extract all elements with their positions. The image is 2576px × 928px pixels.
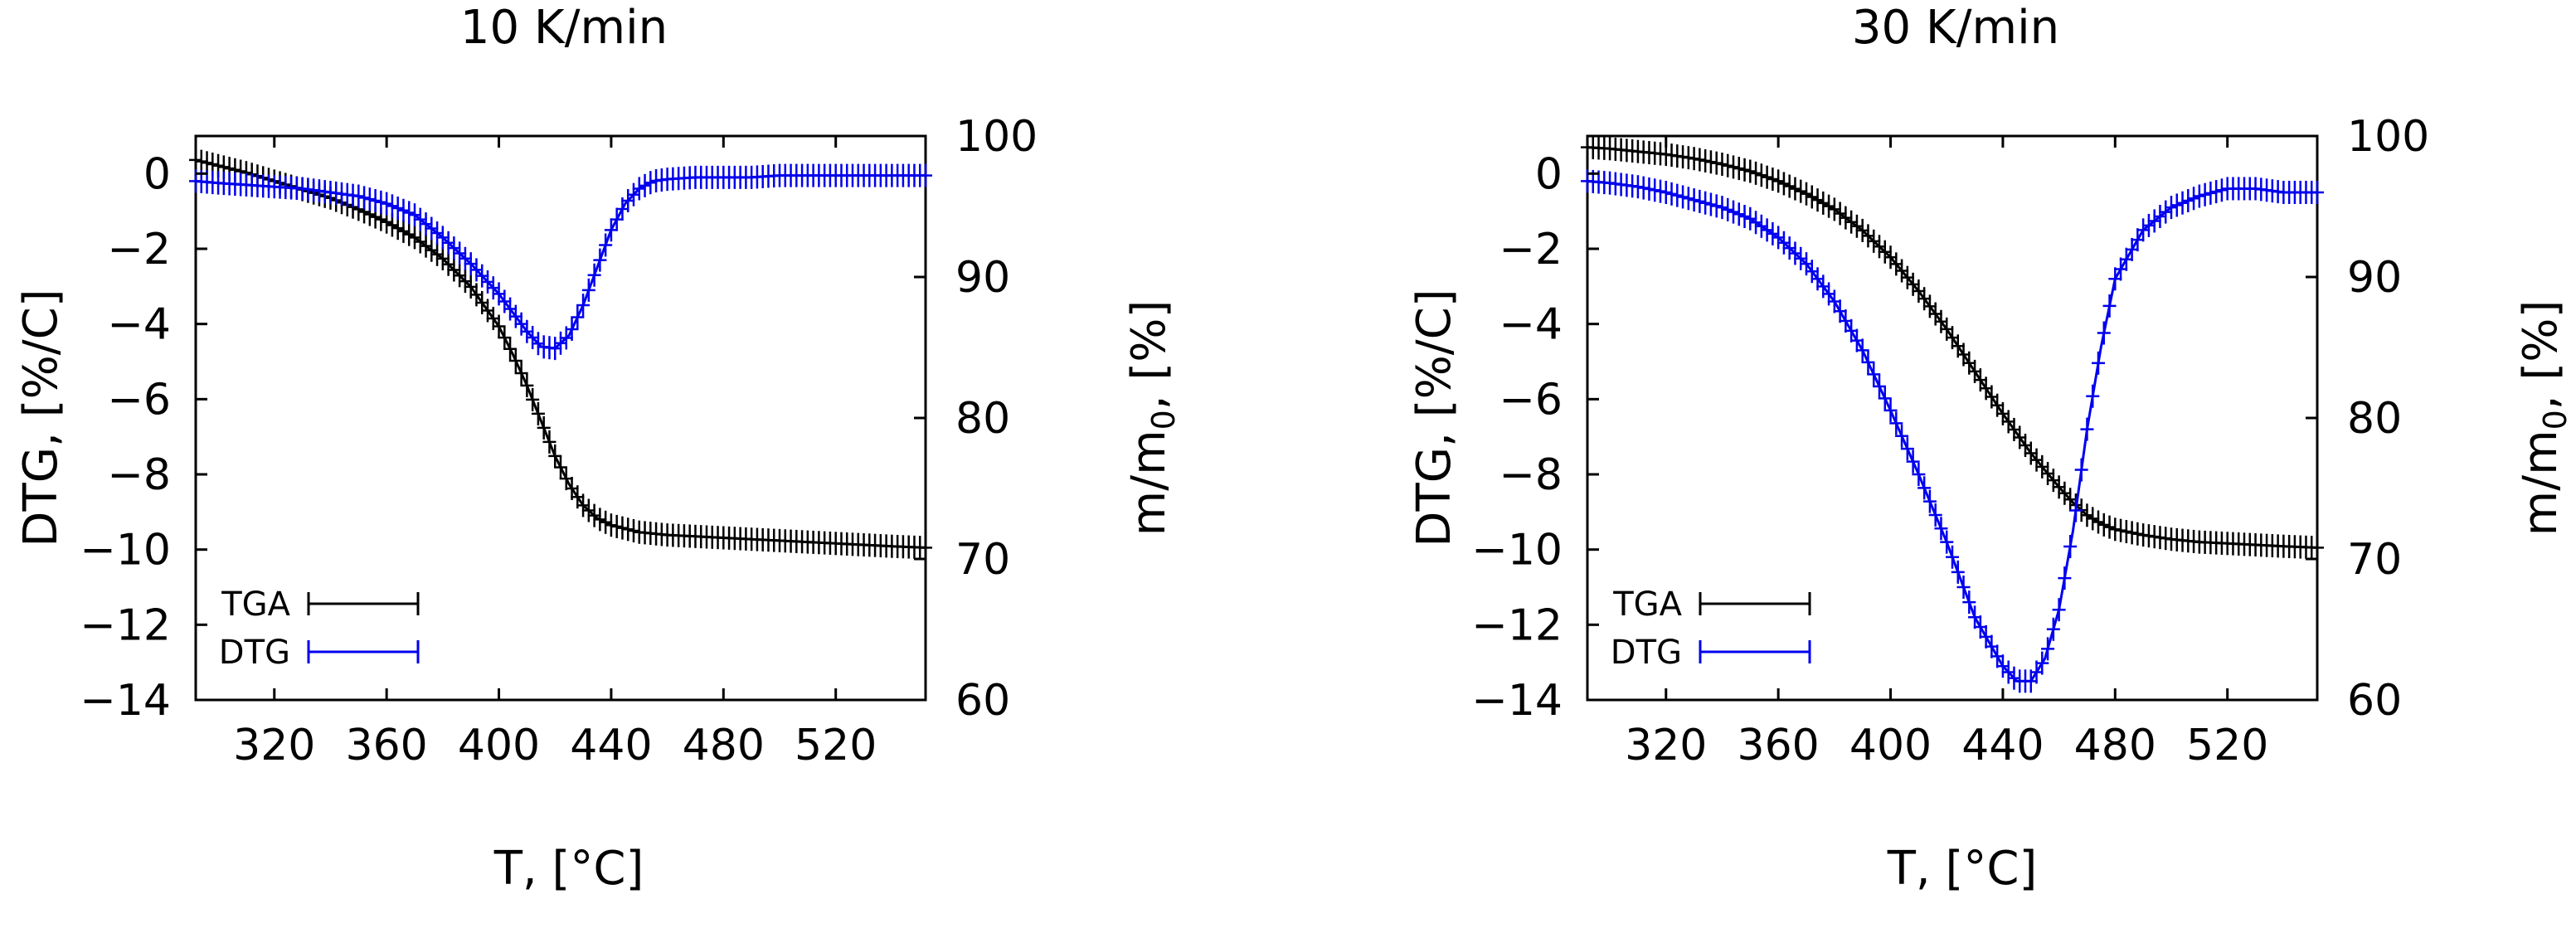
x-tick-label: 320 bbox=[233, 721, 315, 770]
series-markers-tga bbox=[189, 148, 932, 560]
plot-area bbox=[189, 148, 932, 560]
legend-label-dtg: DTG bbox=[1611, 634, 1682, 672]
y-left-tick-label: −14 bbox=[80, 676, 171, 726]
x-tick-label: 440 bbox=[570, 721, 652, 770]
legend-label-dtg: DTG bbox=[219, 634, 290, 672]
panel-30kmin: 30 K/min 320 360 400 440 480 520 0 −2 −4 −6 −8 −10… bbox=[1407, 1, 2574, 896]
legend-label-tga: TGA bbox=[221, 585, 290, 624]
series-line-dtg bbox=[1587, 179, 2317, 683]
y-right-tick-label: 70 bbox=[2347, 535, 2402, 585]
y-left-tick-label: −8 bbox=[107, 450, 171, 500]
y-left-tick-label: −12 bbox=[80, 600, 171, 650]
x-tick-label: 440 bbox=[1961, 721, 2044, 770]
y-left-tick-label: −6 bbox=[1499, 375, 1563, 425]
y-left-axis-label: DTG, [%/C] bbox=[14, 289, 68, 547]
y-left-axis-ticks: 0 −2 −4 −6 −8 −10 −12 −14 bbox=[80, 149, 207, 726]
y-left-tick-label: −12 bbox=[1471, 600, 1563, 650]
x-tick-label: 400 bbox=[458, 721, 540, 770]
x-axis-ticks: 320 360 400 440 480 520 bbox=[1625, 136, 2268, 770]
panel-10kmin: 10 K/min 320 360 400 440 480 520 0 −2 −4 −6 −8 −10… bbox=[14, 1, 1182, 896]
legend: TGA DTG bbox=[1611, 585, 1811, 672]
y-right-tick-label: 100 bbox=[2347, 112, 2429, 162]
plot-area bbox=[1581, 135, 2324, 693]
x-axis-label: T, [°C] bbox=[493, 842, 644, 896]
y-right-tick-label: 80 bbox=[2347, 394, 2402, 444]
y-left-tick-label: −10 bbox=[80, 526, 171, 576]
y-left-tick-label: 0 bbox=[143, 149, 171, 199]
y-left-tick-label: −4 bbox=[107, 300, 171, 350]
legend: TGA DTG bbox=[219, 585, 420, 672]
series-markers-dtg bbox=[1581, 169, 2324, 693]
y-left-axis-ticks: 0 −2 −4 −6 −8 −10 −12 −14 bbox=[1471, 149, 1599, 726]
x-tick-label: 360 bbox=[346, 721, 428, 770]
series-markers-tga bbox=[1581, 135, 2324, 560]
y-right-tick-label: 90 bbox=[2347, 253, 2402, 303]
x-tick-label: 520 bbox=[2186, 721, 2268, 770]
y-right-tick-label: 80 bbox=[955, 394, 1010, 444]
series-line-dtg bbox=[195, 174, 926, 350]
y-left-tick-label: −6 bbox=[107, 375, 171, 425]
y-right-axis-label: m/m0, [%] bbox=[2514, 300, 2574, 537]
plot-frame bbox=[194, 134, 927, 702]
y-right-tick-label: 70 bbox=[955, 535, 1010, 585]
y-left-axis-label: DTG, [%/C] bbox=[1407, 289, 1461, 547]
series-markers-dtg bbox=[189, 163, 932, 361]
x-tick-label: 480 bbox=[683, 721, 765, 770]
y-right-axis-ticks: 100 90 80 70 60 bbox=[914, 112, 1038, 726]
legend-label-tga: TGA bbox=[1612, 585, 1682, 624]
x-tick-label: 320 bbox=[1625, 721, 1707, 770]
y-right-tick-label: 100 bbox=[955, 112, 1038, 162]
y-right-tick-label: 60 bbox=[955, 676, 1010, 726]
y-right-tick-label: 60 bbox=[2347, 676, 2402, 726]
x-tick-label: 520 bbox=[795, 721, 877, 770]
chart-title: 10 K/min bbox=[460, 1, 668, 55]
x-axis-ticks: 320 360 400 440 480 520 bbox=[233, 136, 877, 770]
y-left-tick-label: −2 bbox=[107, 225, 171, 275]
y-left-tick-label: −14 bbox=[1471, 676, 1563, 726]
x-tick-label: 480 bbox=[2074, 721, 2156, 770]
x-axis-label: T, [°C] bbox=[1887, 842, 2038, 896]
chart-title: 30 K/min bbox=[1852, 1, 2059, 55]
y-right-axis-ticks: 100 90 80 70 60 bbox=[2306, 112, 2429, 726]
y-left-tick-label: −8 bbox=[1499, 450, 1563, 500]
y-right-axis-label: m/m0, [%] bbox=[1122, 300, 1182, 537]
x-tick-label: 400 bbox=[1849, 721, 1932, 770]
y-left-tick-label: −2 bbox=[1499, 225, 1563, 275]
y-left-tick-label: −10 bbox=[1471, 526, 1563, 576]
x-tick-label: 360 bbox=[1738, 721, 1820, 770]
y-left-tick-label: −4 bbox=[1499, 300, 1563, 350]
y-left-tick-label: 0 bbox=[1535, 149, 1563, 199]
plot-frame bbox=[1586, 134, 2319, 702]
y-right-tick-label: 90 bbox=[955, 253, 1010, 303]
